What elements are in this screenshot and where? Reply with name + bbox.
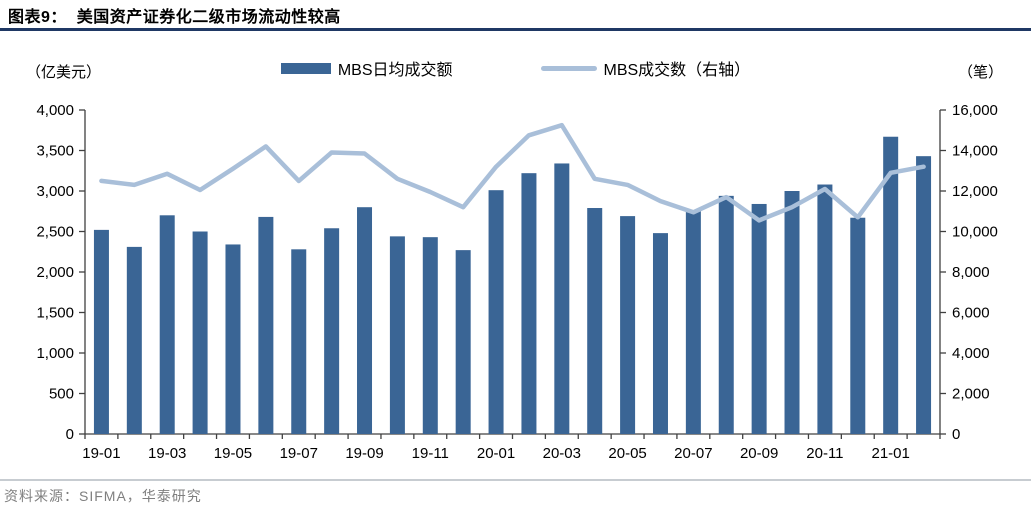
- line-series: [99, 122, 926, 223]
- right-axis-tick-label: 16,000: [952, 102, 998, 119]
- right-axis-tick-label: 4,000: [952, 345, 990, 362]
- bar-19-05: [225, 244, 241, 434]
- bar-series-swatch-icon: [280, 62, 331, 74]
- right-axis-tick-label: 6,000: [952, 305, 990, 322]
- x-axis-tick-label: 19-03: [148, 445, 186, 462]
- x-axis-tick-label: 19-07: [280, 445, 318, 462]
- bar-20-02: [521, 173, 537, 434]
- x-axis-tick-label: 19-01: [82, 445, 120, 462]
- right-axis-tick-label: 8,000: [952, 264, 990, 281]
- left-axis-unit-label: （亿美元）: [26, 64, 102, 81]
- bar-20-08: [718, 195, 734, 434]
- legend-item-bar-series: MBS日均成交额: [280, 56, 453, 80]
- bar-19-04: [192, 231, 208, 434]
- bar-19-02: [126, 246, 142, 434]
- bar-20-07: [685, 211, 701, 434]
- bar-21-02: [916, 156, 932, 435]
- chart-canvas: 0 500 1,000 1,500 2,000 2,500 3,000 3,500 4,000 0…: [36, 102, 998, 462]
- footer-divider: [0, 479, 1031, 481]
- title-underline-rule: [0, 28, 1031, 31]
- axes: [79, 109, 946, 439]
- bar-19-10: [389, 236, 405, 434]
- source-note: 资料来源：SIFMA，华泰研究: [4, 488, 202, 504]
- legend-item-line-series: MBS成交数（右轴）: [540, 56, 751, 80]
- bar-20-05: [620, 216, 636, 434]
- bar-19-09: [357, 207, 373, 434]
- left-axis-tick-label: 3,000: [36, 183, 74, 200]
- bar-19-07: [291, 249, 307, 434]
- x-axis-tick-label: 21-01: [871, 445, 909, 462]
- bar-20-04: [587, 208, 603, 434]
- left-axis-tick-label: 500: [49, 386, 74, 403]
- legend-label-line: MBS成交数（右轴）: [603, 62, 751, 79]
- bar-21-01: [883, 136, 899, 435]
- left-axis-tick-label: 0: [66, 426, 74, 443]
- bar-series: [93, 136, 932, 435]
- legend-label-bar: MBS日均成交额: [337, 62, 453, 79]
- bar-20-11: [817, 184, 833, 434]
- left-axis-tick-label: 4,000: [36, 102, 74, 119]
- x-axis-tick-label: 20-09: [740, 445, 778, 462]
- bar-19-03: [159, 215, 175, 434]
- right-axis-tick-label: 2,000: [952, 386, 990, 403]
- right-axis-tick-label: 12,000: [952, 183, 998, 200]
- bar-19-06: [258, 216, 274, 434]
- bar-20-10: [784, 191, 800, 434]
- x-axis-tick-label: 20-01: [477, 445, 515, 462]
- bar-20-01: [488, 190, 504, 434]
- bar-19-12: [455, 250, 471, 434]
- x-axis-tick-label: 19-05: [214, 445, 252, 462]
- left-axis-tick-label: 2,500: [36, 224, 74, 241]
- left-axis-tick-label: 2,000: [36, 264, 74, 281]
- x-axis-tick-label: 19-11: [412, 445, 449, 462]
- bar-20-09: [751, 203, 767, 434]
- x-axis-tick-label: 20-03: [543, 445, 581, 462]
- line-series-swatch-icon: [540, 65, 597, 71]
- x-axis-tick-label: 20-11: [806, 445, 843, 462]
- right-axis-tick-label: 10,000: [952, 224, 998, 241]
- right-axis-unit-label: （笔）: [957, 64, 1003, 81]
- chart-legend: MBS日均成交额 MBS成交数（右轴）: [0, 56, 1031, 80]
- left-axis-tick-label: 1,000: [36, 345, 74, 362]
- bar-20-03: [554, 163, 570, 434]
- x-axis-tick-label: 19-09: [345, 445, 383, 462]
- page-title: 图表9： 美国资产证券化二级市场流动性较高: [8, 9, 341, 26]
- x-axis-tick-label: 20-05: [608, 445, 646, 462]
- bar-19-11: [422, 237, 438, 434]
- left-axis-tick-label: 3,500: [36, 143, 74, 160]
- bar-19-08: [324, 228, 340, 434]
- x-axis-tick-label: 20-07: [674, 445, 712, 462]
- bar-20-06: [652, 233, 668, 434]
- left-axis-tick-label: 1,500: [36, 305, 74, 322]
- right-axis-tick-label: 14,000: [952, 143, 998, 160]
- bar-19-01: [93, 229, 109, 434]
- bar-20-12: [850, 217, 866, 434]
- right-axis-tick-label: 0: [952, 426, 960, 443]
